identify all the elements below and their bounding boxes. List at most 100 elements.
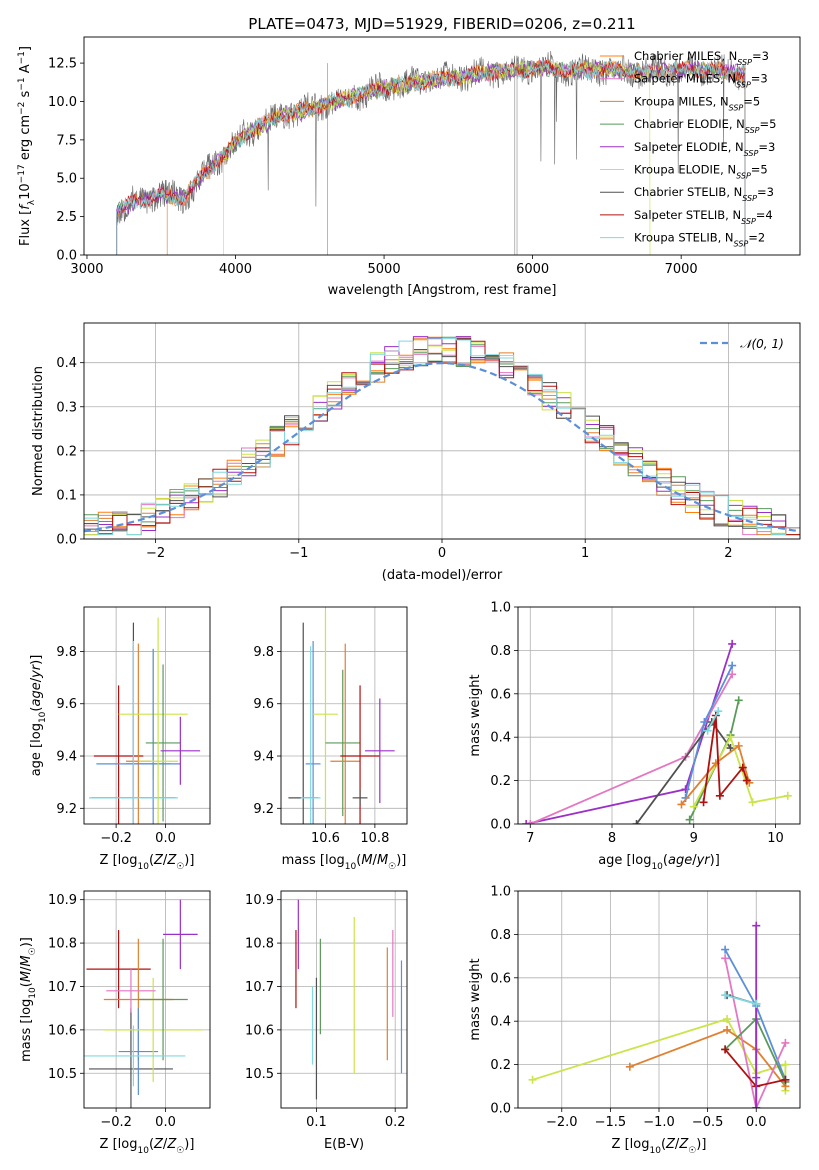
errorbar-point bbox=[352, 790, 368, 806]
weight-marker bbox=[726, 733, 735, 742]
weight-marker bbox=[528, 1075, 537, 1084]
label-part: )] bbox=[396, 853, 406, 868]
weight-marker bbox=[721, 954, 730, 963]
weight-marker bbox=[526, 820, 535, 824]
label-part: Z [log bbox=[100, 1137, 138, 1152]
axes-frame bbox=[83, 36, 801, 256]
errorbars-mass_vs_ebv bbox=[295, 899, 403, 1100]
legend-label: Kroupa ELODIE, NSSP=5 bbox=[634, 163, 768, 181]
y-tick-label: 5.0 bbox=[56, 172, 77, 187]
y-tick-label: 9.2 bbox=[56, 802, 77, 817]
label-part: SSP bbox=[744, 148, 759, 157]
x-tick-label: 9 bbox=[690, 831, 698, 846]
label-part: age [log bbox=[598, 853, 651, 868]
weight-marker bbox=[721, 1045, 730, 1054]
x-tick-label: 0.0 bbox=[155, 1115, 176, 1130]
x-tick-label: 0.2 bbox=[385, 1115, 406, 1130]
y-tick-label: 0.1 bbox=[56, 488, 77, 503]
label-part: mass [log bbox=[282, 853, 345, 868]
label-part: ] bbox=[18, 46, 33, 51]
y-tick-label: 10.7 bbox=[245, 980, 274, 995]
y-tick-label: 0.2 bbox=[490, 774, 511, 789]
label-part: SSP bbox=[736, 80, 751, 89]
spectrum-xlabel: wavelength [Angstrom, rest frame] bbox=[328, 283, 557, 298]
errorbar-point bbox=[84, 1025, 186, 1087]
axes-frame bbox=[280, 606, 408, 825]
x-tick-label: −0.2 bbox=[100, 1115, 132, 1130]
weights-massweight_vs_Z bbox=[528, 921, 790, 1108]
y-tick-label: 10.5 bbox=[245, 1067, 274, 1082]
label-part: )] bbox=[184, 853, 194, 868]
label-part: ☉ bbox=[28, 947, 38, 955]
y-tick-label: 10.6 bbox=[48, 1023, 77, 1038]
weight-marker bbox=[721, 945, 730, 954]
label-part: 10 bbox=[345, 862, 357, 872]
weight-series-line bbox=[724, 958, 787, 1108]
errorbar-point bbox=[145, 664, 181, 822]
x-tick-label: −2 bbox=[146, 546, 165, 561]
x-tick-label: −1.0 bbox=[643, 1115, 675, 1130]
weight-marker bbox=[752, 1073, 761, 1082]
legend-label: Kroupa STELIB, NSSP=2 bbox=[634, 231, 765, 249]
label-part: / bbox=[163, 853, 168, 868]
label-part: SSP bbox=[745, 126, 760, 135]
label-part: 10 bbox=[137, 1146, 149, 1156]
x-tick-label: 4000 bbox=[219, 262, 252, 277]
label-part: A bbox=[18, 64, 33, 77]
y-tick-label: 0.6 bbox=[490, 687, 511, 702]
weight-marker bbox=[781, 1075, 790, 1084]
y-tick-label: 0.2 bbox=[490, 1058, 511, 1073]
y-tick-label: 9.2 bbox=[253, 802, 274, 817]
label-part: f bbox=[18, 203, 33, 210]
label-part: )] bbox=[696, 1137, 706, 1152]
axes-frame bbox=[83, 322, 801, 540]
label-part: age bbox=[29, 682, 44, 706]
y-tick-label: 0.3 bbox=[56, 400, 77, 415]
axes-age_vs_mass: 10.6 10.8 9.2 9.4 9.6 9.8 bbox=[253, 607, 407, 846]
figure-title: PLATE=0473, MJD=51929, FIBERID=0206, z=0… bbox=[248, 15, 635, 33]
label-part: ☉ bbox=[176, 862, 184, 872]
legend-label: Salpeter ELODIE, NSSP=3 bbox=[634, 140, 775, 158]
spectrum-lines bbox=[116, 50, 746, 255]
label-part: =3 bbox=[758, 140, 775, 154]
weight-marker bbox=[742, 776, 751, 785]
y-tick-label: 1.0 bbox=[490, 885, 511, 900]
label-part: λ bbox=[27, 199, 37, 205]
errorbar-point bbox=[160, 716, 201, 785]
label-part: −1 bbox=[17, 51, 27, 64]
axes-massweight_vs_age: 7 8 9 10 0.0 0.2 0.4 0.6 0.8 1.0 bbox=[490, 601, 800, 846]
spectrum-series-line bbox=[116, 58, 746, 255]
label-part: M bbox=[377, 853, 388, 868]
label-part: / bbox=[19, 966, 34, 971]
label-part: ( bbox=[356, 853, 361, 868]
label-part: =3 bbox=[752, 49, 769, 63]
weight-marker bbox=[714, 707, 723, 716]
weight-marker bbox=[783, 791, 792, 800]
axes-mass_vs_ebv: 0.1 0.2 10.5 10.6 10.7 10.8 10.9 bbox=[245, 891, 407, 1130]
age_vs_Z-xlabel: Z [log10(Z/Z☉)] bbox=[100, 853, 195, 872]
weight-marker bbox=[685, 815, 694, 824]
errorbar-point bbox=[138, 617, 178, 824]
label-part: Chabrier MILES, N bbox=[634, 49, 737, 63]
weight-marker bbox=[522, 820, 531, 824]
label-part: / bbox=[29, 677, 44, 682]
label-part: ( bbox=[663, 853, 668, 868]
label-part: Kroupa MILES, N bbox=[634, 94, 729, 108]
errorbar-point bbox=[126, 648, 181, 824]
label-part: / bbox=[163, 1137, 168, 1152]
weight-marker bbox=[752, 921, 761, 930]
weight-series-line bbox=[680, 744, 751, 806]
mass_vs_ebv-xlabel: E(B-V) bbox=[324, 1137, 364, 1152]
errorbar-point bbox=[325, 669, 361, 817]
x-tick-label: 7000 bbox=[665, 262, 698, 277]
y-tick-label: 10.6 bbox=[245, 1023, 274, 1038]
label-part: −17 bbox=[17, 164, 27, 183]
label-part: Kroupa STELIB, N bbox=[634, 231, 734, 245]
errorbar-point bbox=[88, 1008, 173, 1108]
weight-marker bbox=[700, 718, 709, 727]
errorbar-point bbox=[93, 685, 144, 824]
weight-marker bbox=[699, 798, 708, 807]
label-part: Z [log bbox=[612, 1137, 650, 1152]
massweight_vs_Z-xlabel: Z [log10(Z/Z☉)] bbox=[612, 1137, 707, 1156]
x-tick-label: −2.0 bbox=[546, 1115, 578, 1130]
